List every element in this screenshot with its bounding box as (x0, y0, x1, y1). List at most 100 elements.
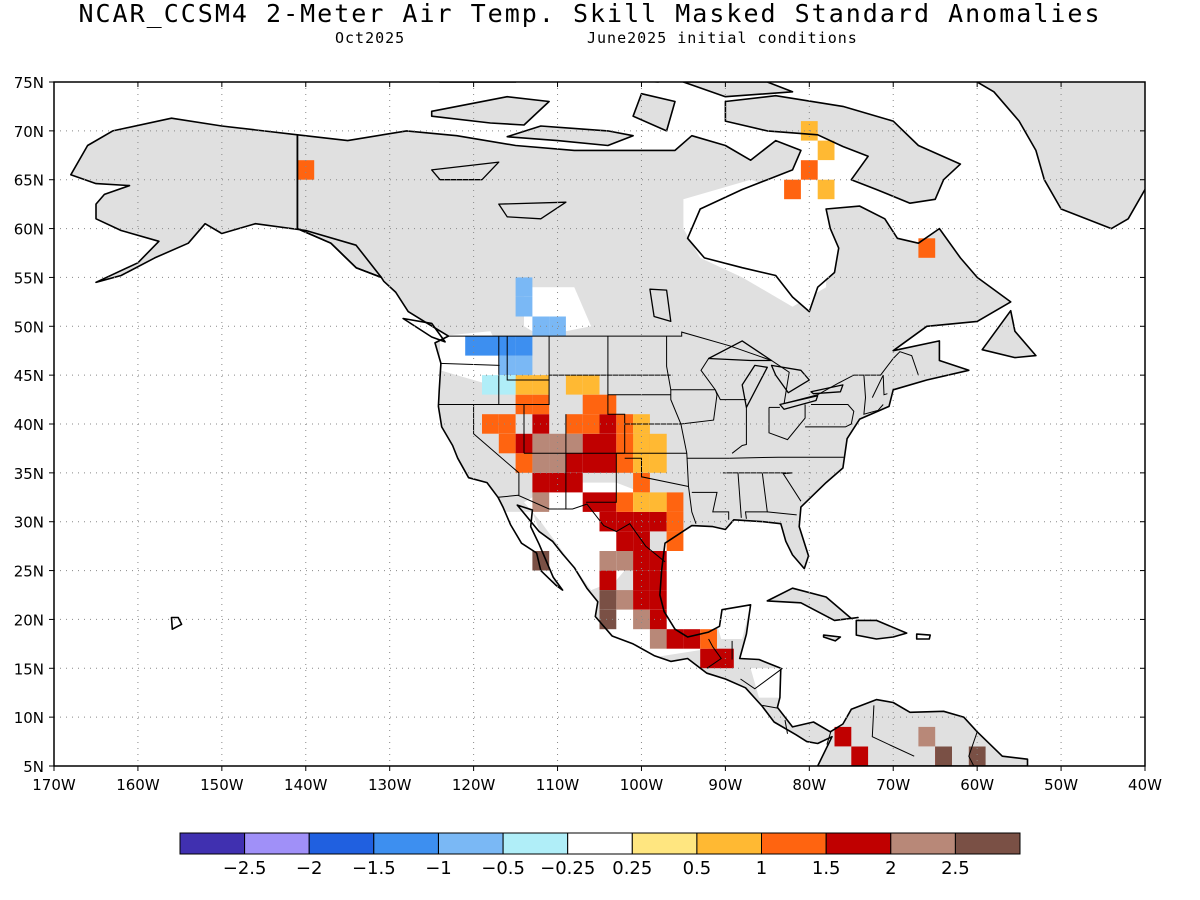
anomaly-cell (515, 336, 533, 356)
anomaly-cell (649, 511, 667, 532)
anomaly-cell (633, 590, 650, 610)
colorbar-swatch (631, 832, 698, 855)
anomaly-cell (851, 746, 869, 766)
anomaly-cell (565, 375, 583, 395)
anomaly-cell (649, 492, 667, 512)
colorbar-swatch (567, 832, 633, 855)
anomaly-cell (482, 336, 499, 356)
political-border (762, 704, 779, 709)
anomaly-cell (649, 453, 667, 473)
anomaly-cell (532, 472, 550, 493)
anomaly-cell (549, 433, 566, 454)
coastline (439, 82, 517, 83)
lat-tick-label: 75N (14, 74, 44, 92)
political-border (473, 404, 520, 496)
anomaly-cell (649, 433, 667, 454)
anomaly-cell (515, 277, 533, 297)
anomaly-cell (968, 746, 986, 766)
anomaly-cell (666, 629, 684, 649)
anomaly-cell (616, 492, 634, 512)
colorbar-swatch (308, 832, 375, 855)
colorbar-swatch (761, 832, 827, 855)
political-border (968, 731, 978, 766)
anomaly-cell (565, 433, 583, 454)
political-border (871, 374, 888, 398)
skill-mask-region (431, 96, 550, 125)
lake-outline (498, 201, 567, 220)
colorbar: −2.5 −2 −1.5 −1 −0.5 −0.25 0.25 0.5 1 1.5 2 2.5 (179, 832, 1021, 879)
colorbar-label: 1 (756, 858, 767, 879)
lat-tick-label: 25N (14, 563, 44, 581)
anomaly-cell (532, 453, 550, 473)
lon-tick-label: 90W (708, 776, 742, 794)
skill-mask-region (982, 310, 1036, 358)
colorbar-swatch (502, 832, 569, 855)
coastline (724, 94, 962, 204)
anomaly-cell (549, 472, 566, 493)
lat-tick-label: 50N (14, 318, 44, 336)
lake-outline (779, 395, 819, 410)
anomaly-cell (633, 551, 650, 571)
initial-conditions-label: June2025 initial conditions (587, 29, 858, 47)
colorbar-label: −0.5 (481, 858, 525, 879)
lon-tick-label: 120W (452, 776, 496, 794)
coastline (766, 587, 859, 622)
gridlines (54, 82, 1145, 766)
political-border (691, 491, 730, 520)
skill-mask-region (856, 620, 907, 639)
political-border (731, 407, 747, 454)
skill-mask-region (440, 63, 516, 83)
political-borders-layer (296, 134, 978, 766)
anomaly-cell (482, 375, 499, 395)
coastline (822, 634, 842, 642)
anomaly-cell (515, 297, 533, 317)
anomaly-cell (515, 355, 533, 376)
political-border (740, 667, 783, 690)
lon-tick-label: 110W (536, 776, 580, 794)
lake-outline (810, 384, 844, 395)
lat-tick-label: 20N (14, 611, 44, 629)
anomaly-cell (599, 590, 617, 610)
anomaly-cell (918, 238, 936, 258)
lon-tick-label: 70W (876, 776, 910, 794)
coastline (430, 95, 550, 126)
anomaly-cell (649, 590, 667, 610)
anomaly-cell (918, 726, 936, 747)
skill-mask-region (767, 588, 858, 621)
lat-tick-label: 15N (14, 660, 44, 678)
colorbar-swatch (179, 832, 246, 855)
anomaly-cell (549, 453, 566, 473)
colorbar-swatch (244, 832, 310, 855)
anomaly-cell (549, 316, 566, 336)
anomaly-cell (599, 551, 617, 571)
political-border (497, 494, 666, 563)
political-border (826, 730, 832, 745)
colorbar-label: −1 (425, 858, 452, 879)
colorbar-swatch (438, 832, 504, 855)
skill-mask-region (70, 118, 382, 283)
latitude-labels: 5N 10N 15N 20N 25N 30N 35N 40N 45N 50N 55N 60N 65N 70… (14, 74, 44, 776)
political-border (586, 453, 617, 503)
lat-tick-label: 10N (14, 709, 44, 727)
anomaly-cell (633, 511, 650, 532)
anomaly-cell (582, 414, 600, 434)
lat-tick-label: 65N (14, 172, 44, 190)
anomaly-cell (582, 433, 600, 454)
lat-tick-label: 55N (14, 269, 44, 287)
colorbar-swatch (373, 832, 439, 855)
axis-ticks (49, 81, 1146, 771)
political-border (714, 389, 747, 401)
map-title: NCAR_CCSM4 2-Meter Air Temp. Skill Maske… (78, 0, 1102, 28)
anomaly-cell (532, 492, 550, 512)
longitude-labels: 170W 160W 150W 140W 130W 120W 110W 100W 90W 80W 70… (32, 776, 1162, 794)
anomaly-cell (616, 551, 634, 571)
anomaly-cell (666, 531, 684, 551)
lon-tick-label: 80W (792, 776, 826, 794)
anomaly-cell (582, 394, 600, 415)
anomaly-cell (532, 433, 550, 454)
skill-mask-region (591, 63, 658, 83)
coastline (915, 633, 932, 640)
anomaly-cell (935, 746, 952, 766)
lake-outline (770, 364, 810, 394)
anomaly-cell (582, 453, 600, 473)
